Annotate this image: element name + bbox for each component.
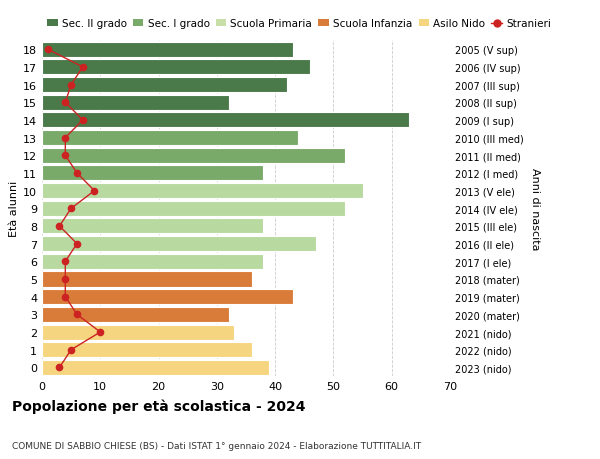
Bar [42, 325, 235, 340]
Bar [42, 202, 345, 216]
Bar [42, 166, 263, 181]
Bar [42, 95, 229, 111]
Bar [42, 307, 229, 322]
Legend: Sec. II grado, Sec. I grado, Scuola Primaria, Scuola Infanzia, Asilo Nido, Stran: Sec. II grado, Sec. I grado, Scuola Prim… [47, 19, 551, 29]
Bar [42, 219, 263, 234]
Bar [42, 131, 298, 146]
Bar [42, 148, 345, 163]
Text: COMUNE DI SABBIO CHIESE (BS) - Dati ISTAT 1° gennaio 2024 - Elaborazione TUTTITA: COMUNE DI SABBIO CHIESE (BS) - Dati ISTA… [12, 441, 421, 450]
Bar [42, 342, 252, 358]
Bar [42, 254, 263, 269]
Bar [42, 78, 287, 93]
Bar [42, 237, 316, 252]
Bar [42, 290, 293, 304]
Bar [42, 43, 293, 58]
Bar [42, 60, 310, 75]
Bar [42, 113, 409, 128]
Bar [42, 272, 252, 287]
Bar [42, 184, 362, 199]
Text: Popolazione per età scolastica - 2024: Popolazione per età scolastica - 2024 [12, 398, 305, 413]
Y-axis label: Anni di nascita: Anni di nascita [530, 168, 540, 250]
Y-axis label: Età alunni: Età alunni [9, 181, 19, 237]
Bar [42, 360, 269, 375]
